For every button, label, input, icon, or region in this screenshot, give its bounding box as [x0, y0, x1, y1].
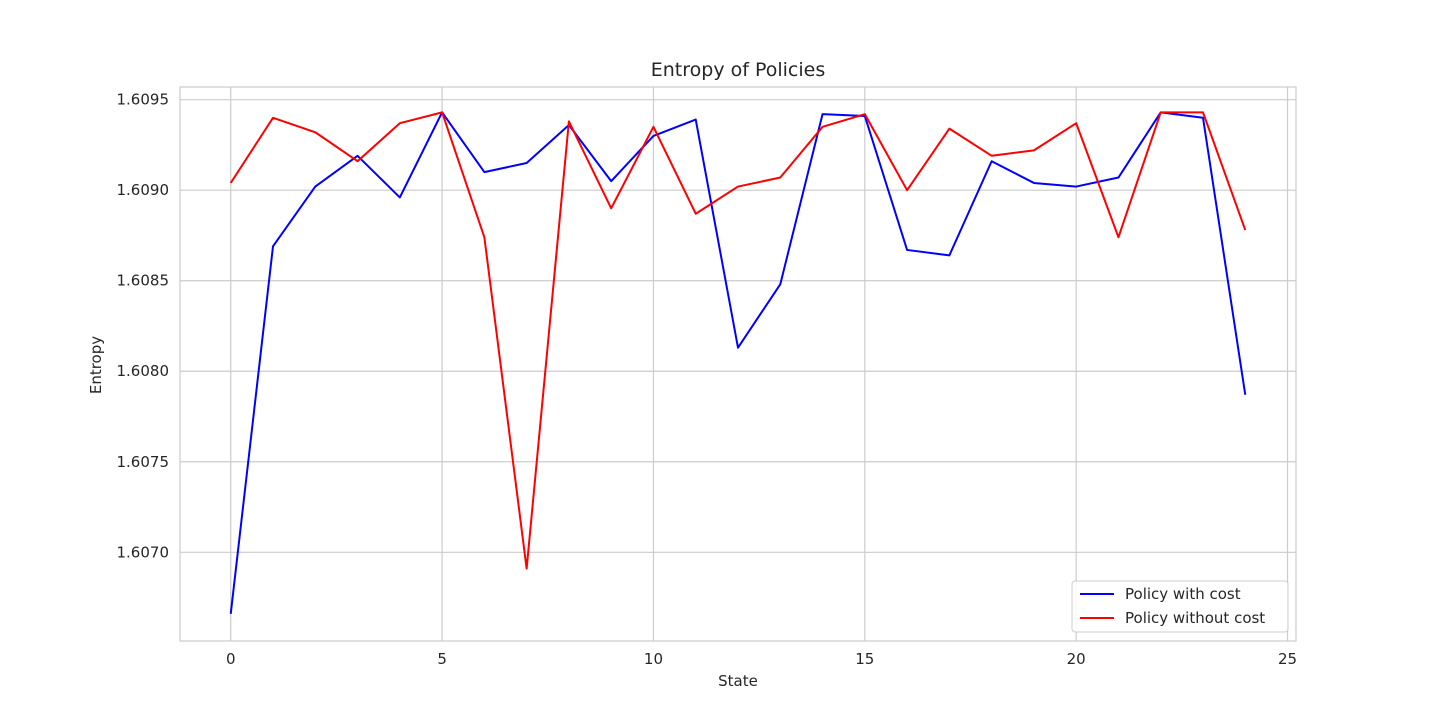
- x-tick-label: 15: [855, 650, 874, 668]
- y-tick-label: 1.6075: [117, 453, 170, 471]
- y-tick-label: 1.6095: [117, 91, 170, 109]
- x-axis-label: State: [718, 672, 758, 690]
- plot-area-frame: [179, 86, 1297, 642]
- y-tick-label: 1.6070: [117, 543, 170, 561]
- x-tick-label: 5: [437, 650, 447, 668]
- series-line-policy-without-cost: [229, 111, 1247, 570]
- legend: Policy with cost Policy without cost: [1071, 580, 1289, 633]
- legend-label-policy-without-cost: Policy without cost: [1125, 609, 1265, 627]
- series-line-policy-with-cost: [229, 111, 1247, 614]
- y-tick-label: 1.6085: [117, 272, 170, 290]
- grid-lines: [180, 87, 1296, 641]
- series-lines: [229, 111, 1247, 614]
- chart-title: Entropy of Policies: [651, 59, 826, 81]
- y-axis-label: Entropy: [87, 336, 105, 394]
- legend-box: [1071, 580, 1289, 633]
- y-tick-label: 1.6090: [117, 181, 170, 199]
- y-tick-label: 1.6080: [117, 362, 170, 380]
- x-tick-label: 25: [1278, 650, 1297, 668]
- x-tick-label: 10: [644, 650, 663, 668]
- x-tick-label: 20: [1067, 650, 1086, 668]
- x-tick-label: 0: [226, 650, 236, 668]
- legend-label-policy-with-cost: Policy with cost: [1125, 585, 1241, 603]
- tick-labels: 0 5 10 15 20 25 1.6070 1.6075 1.6080 1.6085 1.6090…: [117, 91, 1298, 668]
